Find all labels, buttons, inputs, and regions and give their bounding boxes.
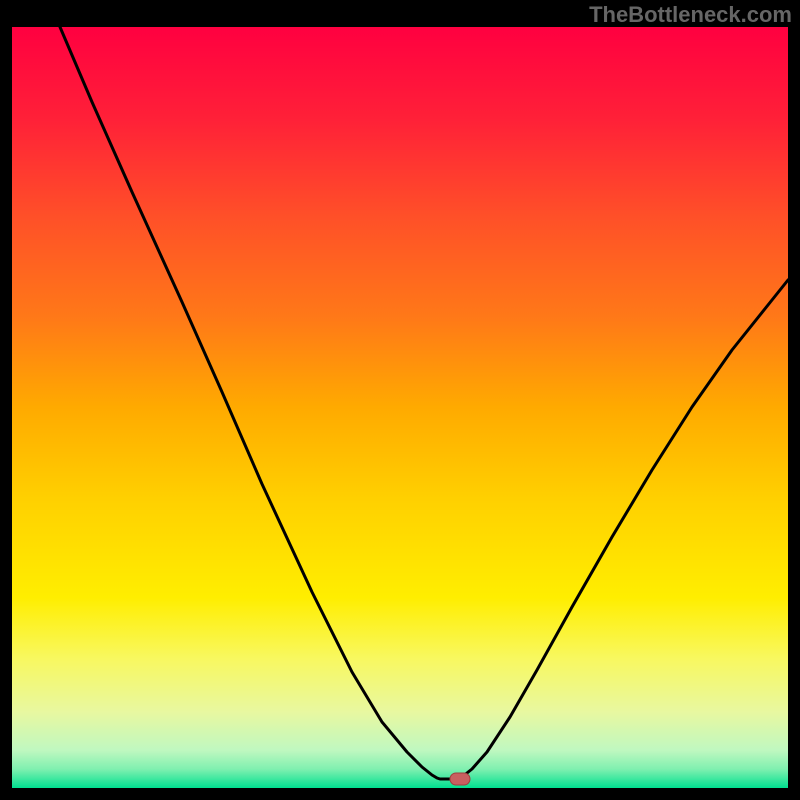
chart-container: TheBottleneck.com	[0, 0, 800, 800]
watermark-text: TheBottleneck.com	[589, 2, 792, 28]
minimum-marker	[450, 773, 470, 785]
bottleneck-chart	[0, 0, 800, 800]
chart-plot-background	[12, 27, 788, 788]
